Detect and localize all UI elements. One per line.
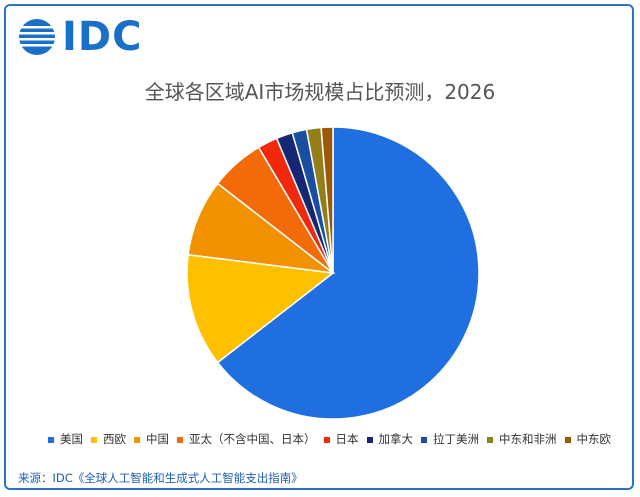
legend-label-5: 加拿大 (378, 432, 414, 446)
legend-item-0: 美国 (48, 431, 83, 447)
legend-swatch-2 (134, 436, 140, 443)
pie-slice-8 (320, 126, 334, 274)
legend-swatch-5 (366, 436, 373, 443)
legend-swatch-7 (487, 436, 493, 443)
legend-label-6: 拉丁美洲 (433, 432, 479, 446)
legend-swatch-1 (91, 436, 97, 443)
legend-swatch-3 (177, 436, 183, 443)
legend-item-4: 日本 (323, 431, 359, 447)
legend-swatch-6 (421, 436, 427, 443)
pie-slice-1 (186, 253, 335, 364)
legend-label-7: 中东和非洲 (499, 432, 557, 446)
chart-title: 全球各区域AI市场规模占比预测，2026 (144, 80, 496, 104)
legend-swatch-0 (48, 436, 54, 443)
legend-label-0: 美国 (60, 432, 83, 446)
logo-text: IDC (62, 14, 143, 60)
legend-item-5: 加拿大 (366, 431, 414, 447)
pie-slice-0 (216, 126, 480, 420)
legend-label-8: 中东欧 (576, 432, 612, 446)
legend-item-6: 拉丁美洲 (421, 431, 479, 447)
idc-logo: IDC (18, 14, 142, 60)
chart-frame (4, 4, 634, 490)
legend-item-2: 中国 (134, 431, 169, 447)
legend-label-4: 日本 (335, 432, 359, 446)
legend-item-1: 西欧 (91, 431, 126, 447)
legend-swatch-8 (564, 436, 571, 443)
legend-item-3: 亚太（不含中国、日本） (177, 431, 316, 447)
legend-swatch-4 (323, 436, 330, 443)
legend: 美国 西欧 中国 亚太（不含中国、日本） 日本 加拿大 拉丁美洲 中东和非洲 中东欧 (48, 431, 640, 447)
source-note: 来源：IDC《全球人工智能和生成式人工智能支出指南》 (18, 471, 303, 485)
legend-label-3: 亚太（不含中国、日本） (189, 432, 316, 446)
legend-label-2: 中国 (146, 432, 169, 446)
legend-item-8: 中东欧 (564, 431, 612, 447)
globe-icon (18, 19, 56, 55)
legend-label-1: 西欧 (103, 432, 126, 446)
legend-item-7: 中东和非洲 (487, 431, 557, 447)
